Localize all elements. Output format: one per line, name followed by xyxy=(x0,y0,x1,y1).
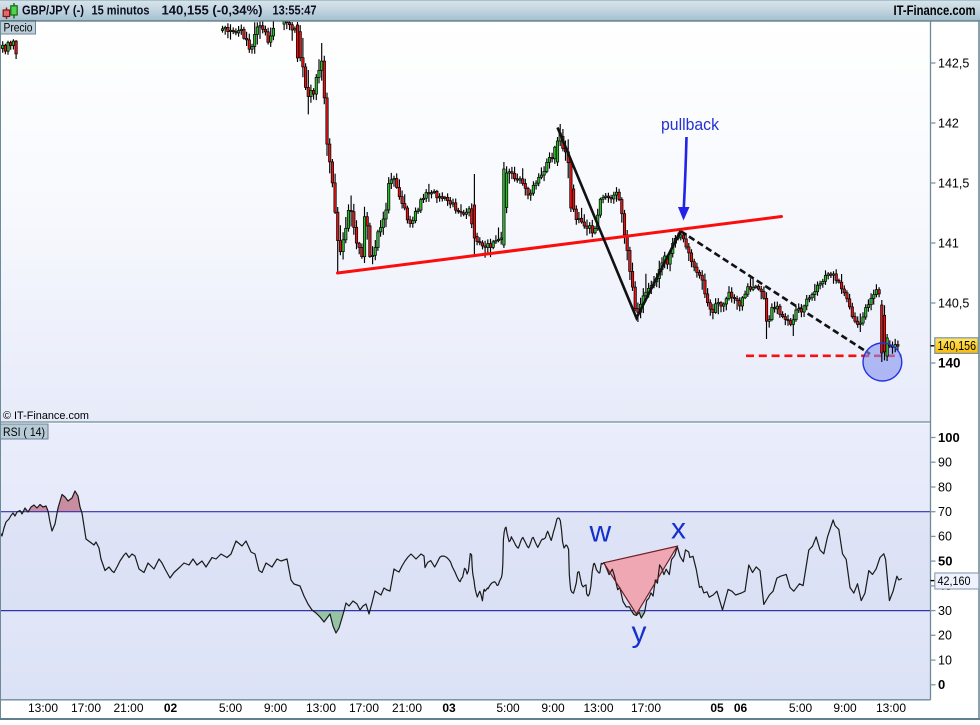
svg-text:5:00: 5:00 xyxy=(496,701,520,715)
svg-text:06: 06 xyxy=(734,701,748,715)
svg-text:IT-Finance.com: IT-Finance.com xyxy=(894,3,976,18)
svg-text:GBP/JPY (-): GBP/JPY (-) xyxy=(22,4,84,18)
svg-text:17:00: 17:00 xyxy=(349,701,379,715)
svg-text:13:55:47: 13:55:47 xyxy=(273,4,317,18)
svg-text:5:00: 5:00 xyxy=(789,701,813,715)
svg-text:w: w xyxy=(589,516,612,549)
svg-text:70: 70 xyxy=(938,505,952,519)
svg-text:pullback: pullback xyxy=(661,116,720,134)
svg-text:9:00: 9:00 xyxy=(833,701,857,715)
svg-text:140: 140 xyxy=(938,355,961,370)
svg-text:100: 100 xyxy=(938,430,960,445)
svg-text:140,5: 140,5 xyxy=(938,296,969,310)
svg-text:60: 60 xyxy=(938,530,952,544)
svg-text:x: x xyxy=(671,513,686,546)
svg-text:80: 80 xyxy=(938,480,952,494)
svg-text:50: 50 xyxy=(938,553,952,568)
svg-text:13:00: 13:00 xyxy=(28,701,58,715)
svg-text:20: 20 xyxy=(938,629,952,643)
svg-text:05: 05 xyxy=(710,701,724,715)
svg-text:9:00: 9:00 xyxy=(541,701,565,715)
svg-text:141,5: 141,5 xyxy=(938,176,969,190)
svg-text:90: 90 xyxy=(938,456,952,470)
svg-text:142: 142 xyxy=(938,116,959,130)
svg-text:03: 03 xyxy=(442,701,456,715)
svg-text:5:00: 5:00 xyxy=(219,701,243,715)
svg-text:13:00: 13:00 xyxy=(876,701,906,715)
svg-text:17:00: 17:00 xyxy=(71,701,101,715)
svg-text:0: 0 xyxy=(938,677,945,692)
svg-text:10: 10 xyxy=(938,653,952,667)
svg-text:141: 141 xyxy=(938,236,959,250)
svg-text:9:00: 9:00 xyxy=(264,701,288,715)
svg-text:13:00: 13:00 xyxy=(583,701,613,715)
svg-text:142,5: 142,5 xyxy=(938,56,969,70)
svg-text:RSI ( 14): RSI ( 14) xyxy=(3,425,45,439)
svg-text:42,160: 42,160 xyxy=(938,576,971,588)
svg-text:140,156: 140,156 xyxy=(938,339,977,353)
svg-text:Precio: Precio xyxy=(4,21,33,35)
svg-text:30: 30 xyxy=(938,604,952,618)
svg-text:140,155 (-0,34%): 140,155 (-0,34%) xyxy=(162,4,263,18)
svg-text:15 minutos: 15 minutos xyxy=(92,4,150,18)
svg-text:y: y xyxy=(632,616,647,649)
svg-text:17:00: 17:00 xyxy=(631,701,661,715)
svg-text:© IT-Finance.com: © IT-Finance.com xyxy=(3,410,89,422)
svg-text:21:00: 21:00 xyxy=(113,701,143,715)
svg-text:21:00: 21:00 xyxy=(392,701,422,715)
svg-text:13:00: 13:00 xyxy=(306,701,336,715)
svg-text:02: 02 xyxy=(164,701,178,715)
